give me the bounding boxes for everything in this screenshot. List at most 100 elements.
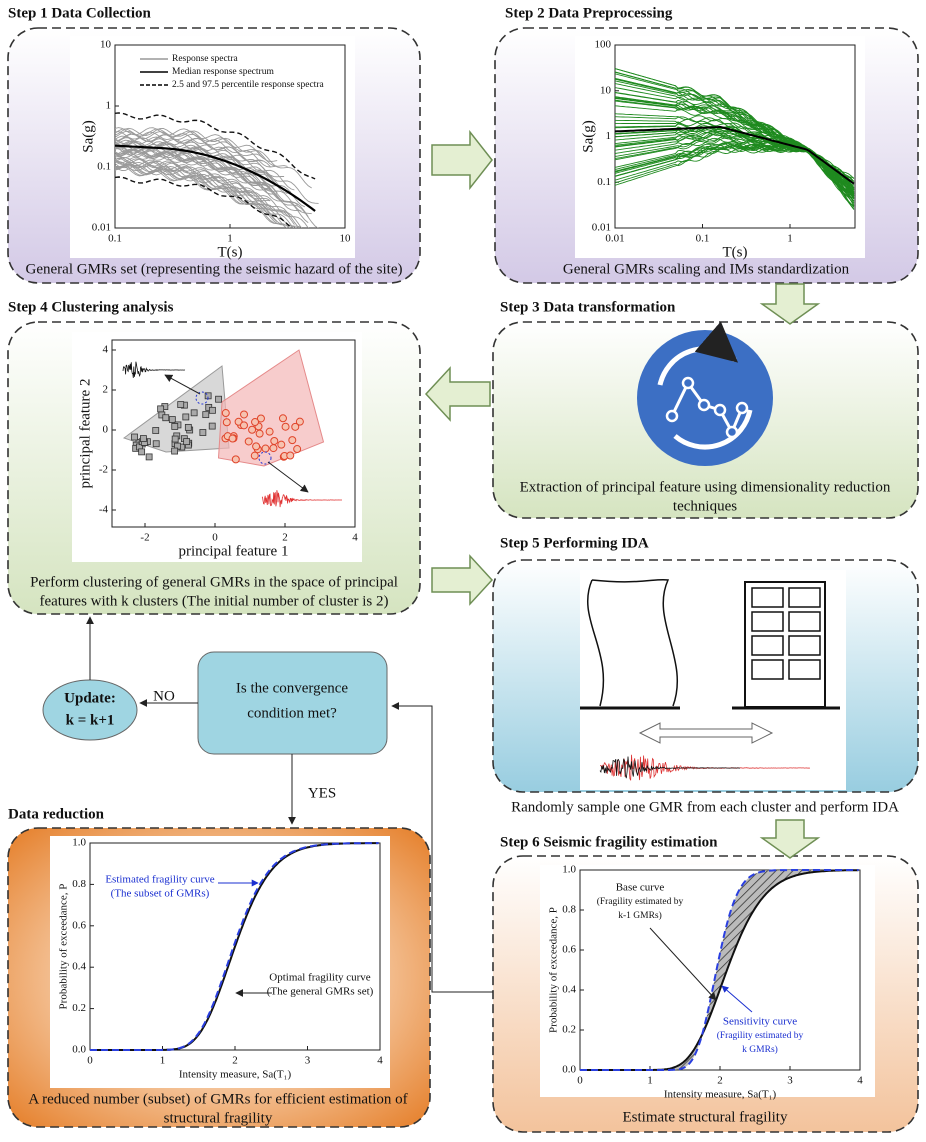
- cluster-point: [244, 437, 253, 446]
- spectrum: [115, 127, 278, 162]
- step-title: Step 5 Performing IDA: [500, 535, 649, 551]
- cluster-point: [277, 440, 286, 449]
- cluster-point: [269, 444, 278, 453]
- y-tick-label: 0.8: [72, 878, 86, 890]
- cluster-point: [202, 411, 210, 419]
- cluster-point: [270, 436, 279, 445]
- fragility-curve: [90, 842, 379, 1051]
- cluster-point: [265, 427, 274, 436]
- spectrum: [115, 150, 309, 224]
- x-tick-label: 1: [160, 1055, 166, 1067]
- caption: General GMRs scaling and IMs standardiza…: [563, 261, 850, 277]
- cluster-point: [152, 427, 160, 434]
- window: [751, 587, 784, 608]
- cluster-point: [239, 421, 248, 430]
- annotation: (The subset of GMRs): [111, 888, 210, 900]
- y-tick-label: 0.01: [92, 222, 111, 234]
- y-tick-label: 0.2: [72, 1002, 86, 1014]
- cluster-point: [171, 423, 179, 430]
- spectrum: [615, 71, 855, 197]
- decision-text: condition met?: [247, 705, 337, 721]
- x-tick-label: 2: [717, 1075, 723, 1087]
- spectrum: [115, 146, 312, 215]
- annotation: (The general GMRs set): [267, 986, 374, 998]
- x-tick-label: 1: [787, 233, 793, 245]
- spectrum: [115, 148, 309, 217]
- y-tick-label: 0: [103, 424, 109, 436]
- annotation: Optimal fragility curve: [269, 972, 371, 984]
- fragility-curve: [580, 869, 859, 1071]
- pointer: [267, 461, 309, 493]
- spectrum: [615, 141, 855, 184]
- double-arrow: [638, 722, 774, 744]
- icon-node: [735, 401, 749, 415]
- x-tick-label: 0: [212, 532, 218, 544]
- update-text: Update:: [64, 690, 116, 706]
- window: [788, 611, 821, 632]
- spectrum: [615, 113, 855, 208]
- cluster-point: [208, 422, 216, 430]
- cluster-point: [291, 422, 300, 431]
- x-axis-label: T(s): [723, 244, 748, 260]
- illustration-bg: [580, 570, 846, 790]
- y-axis-label: Sa(g): [80, 120, 96, 153]
- cluster-point: [177, 401, 185, 408]
- flow-arrow: [759, 283, 821, 325]
- spectrum: [115, 157, 300, 228]
- annotation: k GMRs): [742, 1044, 778, 1055]
- spectrum: [115, 147, 285, 202]
- cluster-point: [221, 409, 230, 418]
- annotation: (Fragility estimated by: [597, 896, 684, 907]
- icon-node: [681, 376, 695, 390]
- x-tick-label: 4: [377, 1055, 383, 1067]
- y-tick-label: 1.0: [562, 864, 576, 876]
- cluster-point: [278, 414, 287, 423]
- x-tick-label: 4: [857, 1075, 863, 1087]
- spectrum: [115, 148, 299, 206]
- spectrum: [115, 165, 290, 228]
- x-tick-label: 1: [647, 1075, 653, 1087]
- y-tick-label: 0.0: [562, 1064, 576, 1076]
- icon-node: [725, 425, 739, 439]
- x-tick-label: 0.01: [605, 233, 624, 245]
- y-tick-label: 4: [103, 344, 109, 356]
- step-title: Step 3 Data transformation: [500, 299, 676, 315]
- icon-node: [713, 403, 727, 417]
- caption: features with k clusters (The initial nu…: [39, 593, 388, 609]
- x-tick-label: 3: [787, 1075, 793, 1087]
- window: [751, 635, 784, 656]
- cluster-point: [248, 425, 257, 434]
- y-tick-label: 0.8: [562, 904, 576, 916]
- annotation: Base curve: [616, 882, 665, 894]
- cluster-point: [171, 435, 179, 443]
- x-tick-label: 10: [340, 233, 352, 245]
- cluster-point: [234, 417, 243, 426]
- x-tick-label: 0: [87, 1055, 93, 1067]
- pointer: [164, 374, 201, 395]
- y-axis-label: Probability of exceedance, P: [58, 884, 70, 1010]
- x-axis-label: Intensity measure, Sa(T₁): [179, 1069, 292, 1081]
- cluster-point: [190, 409, 198, 417]
- cluster-point: [293, 445, 302, 454]
- y-tick-label: -4: [99, 504, 109, 516]
- y-tick-label: 1: [606, 130, 612, 142]
- cluster-point: [286, 451, 295, 460]
- step-title: Data reduction: [8, 806, 105, 822]
- decision-text: Is the convergence: [236, 680, 349, 696]
- cluster-point: [209, 406, 216, 414]
- y-tick-label: 1.0: [72, 837, 86, 849]
- cluster-point: [157, 405, 165, 413]
- cluster-point: [140, 435, 147, 442]
- y-tick-label: 100: [595, 39, 612, 51]
- x-tick-label: 3: [305, 1055, 311, 1067]
- y-axis-label: Sa(g): [580, 120, 596, 153]
- flow-arrow: [431, 129, 493, 191]
- step-title: Step 4 Clustering analysis: [8, 299, 174, 315]
- x-axis-label: principal feature 1: [179, 543, 289, 559]
- step-title: Step 1 Data Collection: [8, 5, 152, 21]
- spectra: [615, 68, 855, 210]
- y-tick-label: 0.2: [562, 1024, 576, 1036]
- icon-cycle: [657, 321, 739, 386]
- caption: Estimate structural fragility: [623, 1109, 788, 1125]
- cluster-point: [199, 429, 207, 436]
